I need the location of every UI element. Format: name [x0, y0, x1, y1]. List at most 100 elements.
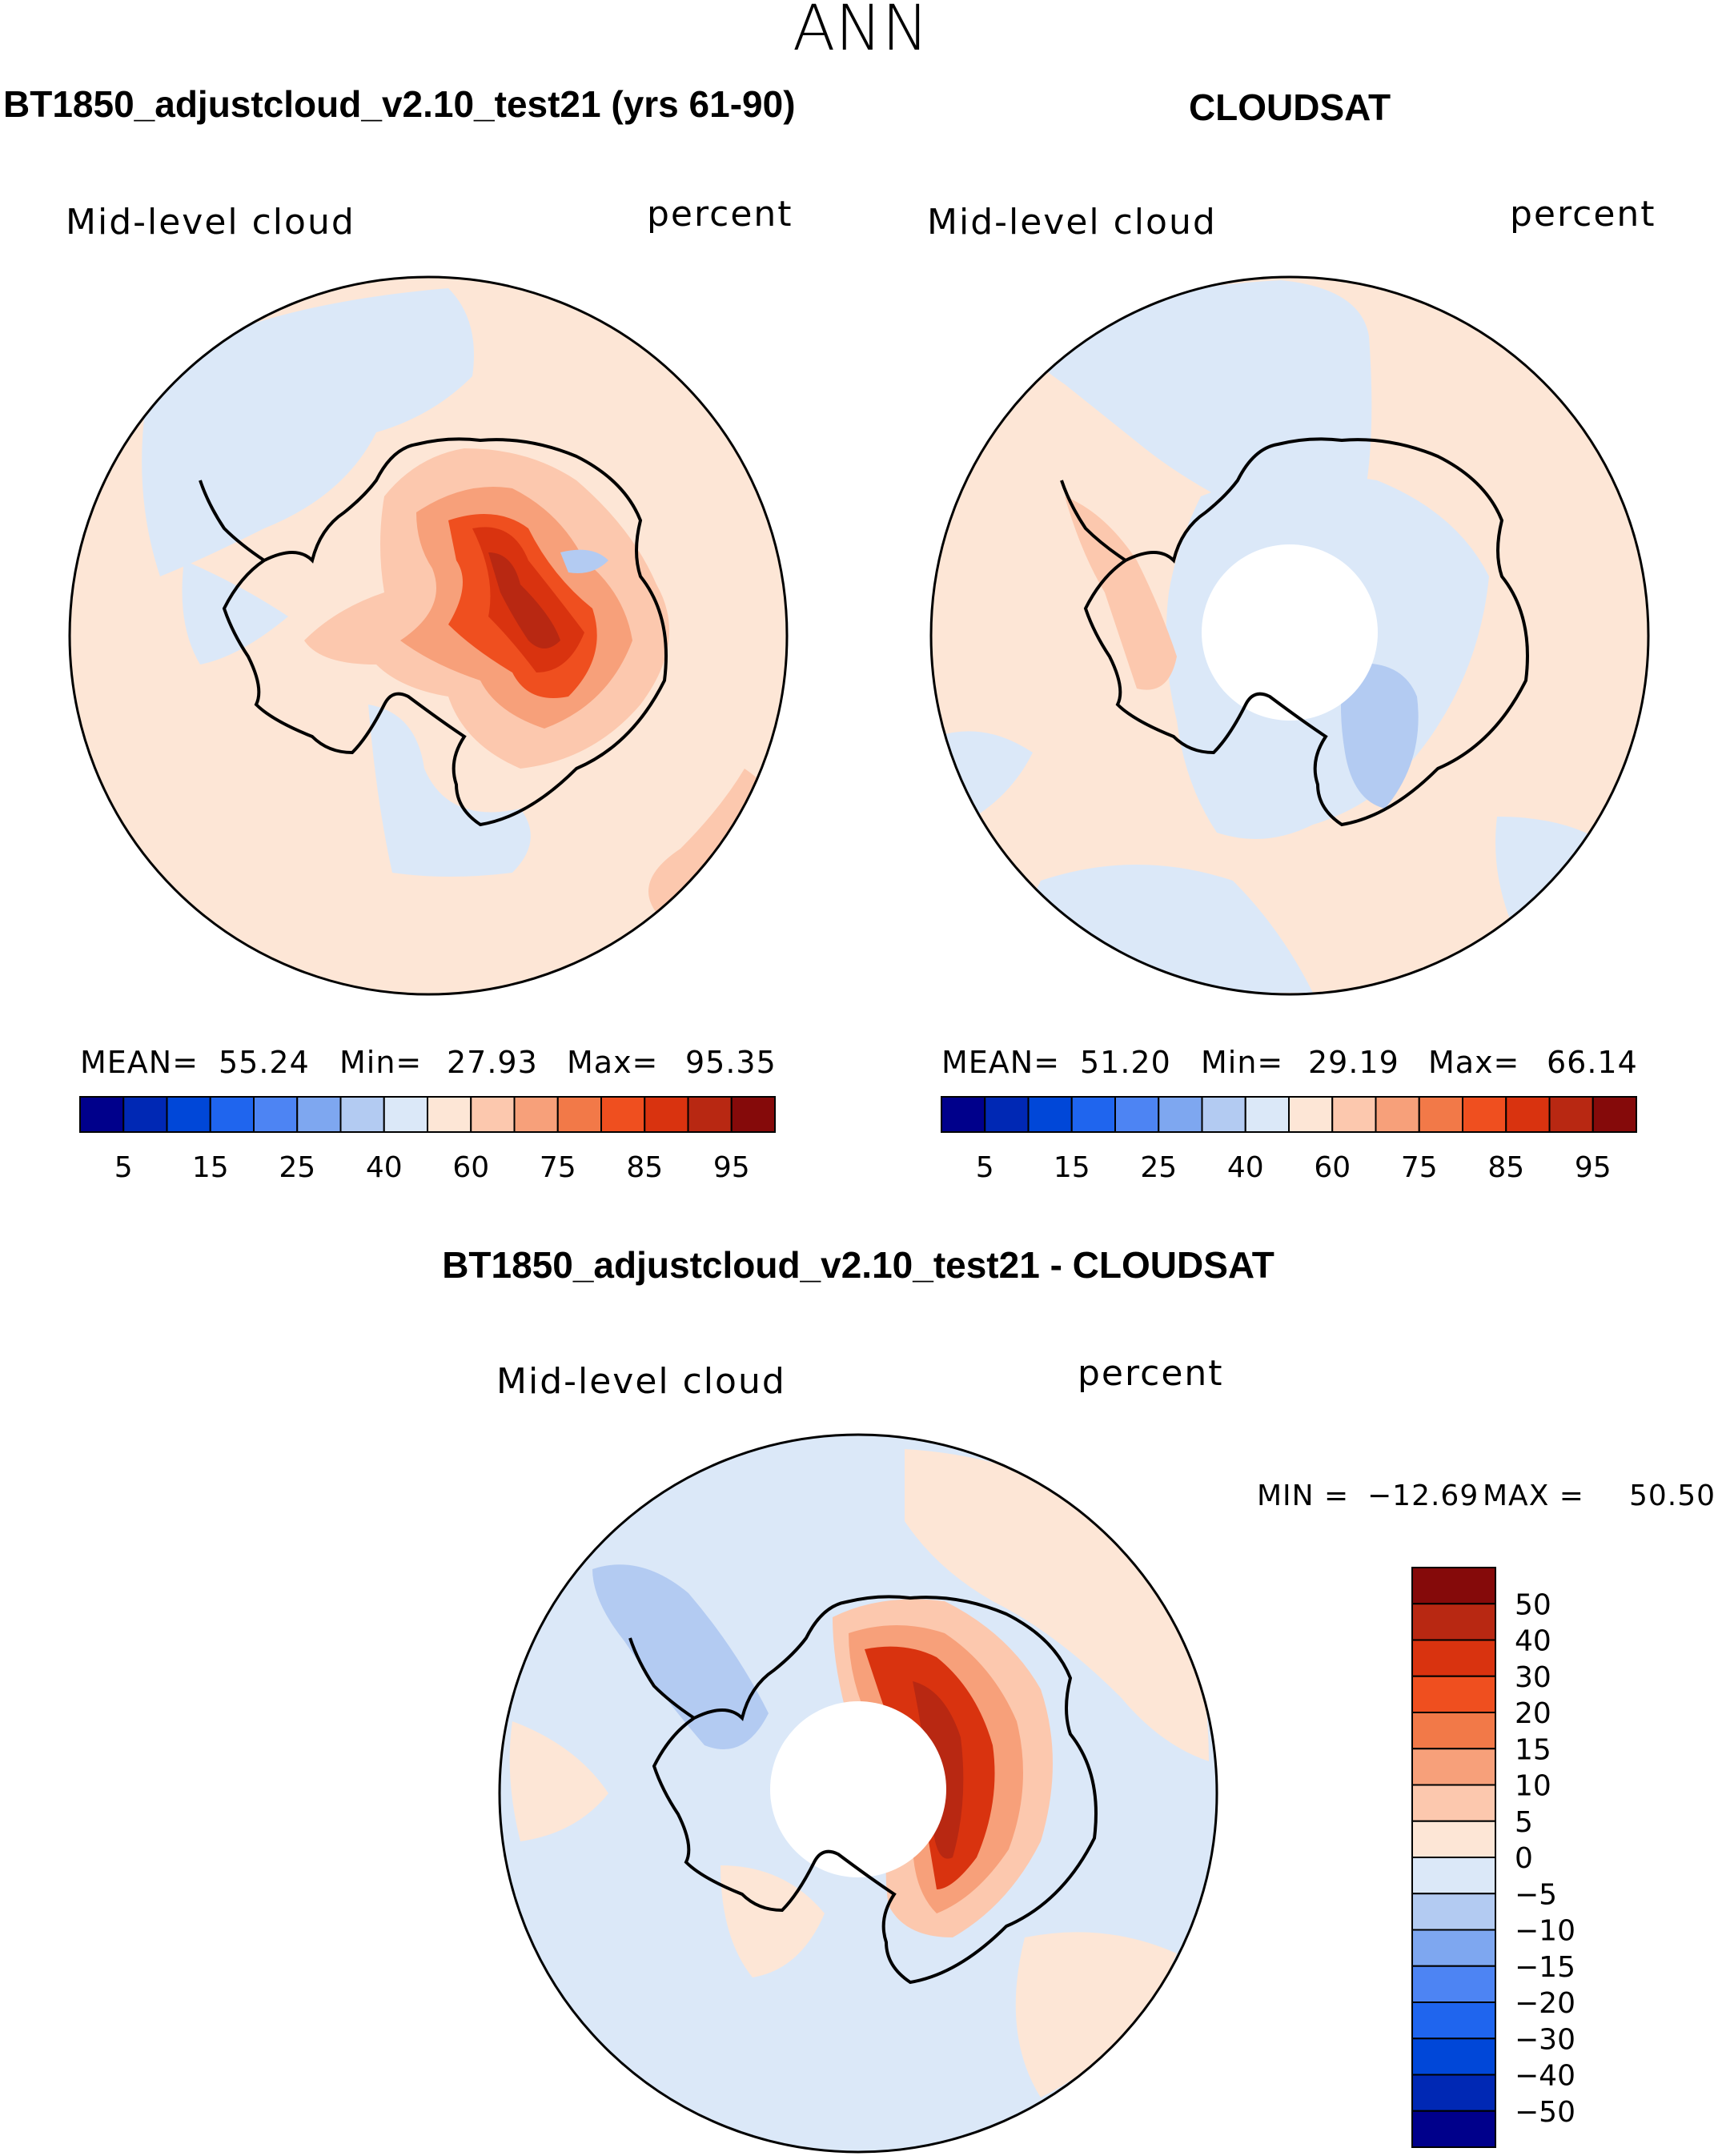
diff-map-outline — [498, 1433, 1218, 2154]
model-field-blue-w — [182, 560, 288, 664]
diff-colorbar-box — [1411, 1929, 1496, 1967]
obs-peninsula — [1060, 480, 1127, 562]
diff-colorbar-tick-label: −15 — [1515, 1951, 1575, 1984]
panel-obs-map — [929, 275, 1650, 996]
panel-model: BT1850_adjustcloud_v2.10_test21 (yrs 61-… — [3, 83, 796, 1184]
diff-colorbar-box — [1411, 1639, 1496, 1677]
obs-min-label: Min= — [1201, 1045, 1283, 1080]
panel-model-units: percent — [647, 194, 793, 235]
diff-colorbar-tick-label: 5 — [1515, 1806, 1533, 1839]
model-field-blue-s — [368, 705, 531, 877]
season-title: ANN — [793, 0, 929, 65]
panel-obs-units: percent — [1510, 194, 1656, 235]
diff-coastline — [652, 1595, 1098, 1985]
diff-field-blue-peninsula — [592, 1564, 769, 1749]
panel-diff-stats: MIN = −12.69 MAX = 50.50 — [1257, 1479, 1716, 1512]
obs-colorbar-tick-label: 95 — [1575, 1151, 1612, 1184]
diff-max-value: 50.50 — [1629, 1479, 1716, 1512]
model-colorbar-box — [730, 1096, 776, 1133]
obs-colorbar-tick-label: 5 — [976, 1151, 994, 1184]
panel-obs: CLOUDSAT Mid-level cloud percent MEAN= 5… — [927, 86, 1656, 1184]
model-max-value: 95.35 — [685, 1045, 777, 1080]
model-colorbar-box — [556, 1096, 602, 1133]
model-colorbar-box — [644, 1096, 689, 1133]
panel-obs-colorbar: 5 15 25 40 60 75 85 95 — [941, 1096, 1637, 1184]
diff-colorbar-box — [1411, 1820, 1496, 1858]
model-map-outline — [68, 275, 789, 996]
model-peninsula — [199, 480, 266, 562]
panel-diff-map — [498, 1433, 1218, 2154]
panel-diff-units: percent — [1078, 1353, 1224, 1394]
model-field-l90 — [488, 552, 560, 648]
obs-colorbar-tick-label: 15 — [1054, 1151, 1090, 1184]
obs-colorbar-box — [1331, 1096, 1377, 1133]
obs-field-pink-peninsula — [1065, 496, 1177, 690]
obs-missing-pole — [1202, 544, 1378, 721]
panel-obs-title: CLOUDSAT — [1189, 86, 1391, 128]
diff-colorbar-box — [1411, 2074, 1496, 2112]
diff-colorbar-box — [1411, 2001, 1496, 2040]
panel-diff-variable: Mid-level cloud — [496, 1361, 786, 1402]
diff-colorbar-tick-label: 0 — [1515, 1842, 1533, 1875]
obs-colorbar-box — [1375, 1096, 1420, 1133]
obs-mean-value: 51.20 — [1080, 1045, 1171, 1080]
diff-field-pink-se — [1015, 1932, 1177, 2098]
obs-colorbar-box — [1070, 1096, 1116, 1133]
obs-coastline — [1083, 437, 1529, 827]
obs-colorbar-box — [1592, 1096, 1637, 1133]
model-colorbar-tick-label: 85 — [626, 1151, 663, 1184]
obs-min-value: 29.19 — [1308, 1045, 1399, 1080]
model-colorbar-tick-label: 15 — [192, 1151, 229, 1184]
model-colorbar-tick-label: 75 — [540, 1151, 576, 1184]
panel-obs-variable: Mid-level cloud — [927, 202, 1217, 243]
diff-colorbar-box — [1411, 2110, 1496, 2148]
model-colorbar-box — [383, 1096, 428, 1133]
model-colorbar-box — [600, 1096, 646, 1133]
diff-colorbar-tick-label: 40 — [1515, 1625, 1551, 1658]
diff-colorbar-tick-label: 30 — [1515, 1661, 1551, 1694]
diff-colorbar-tick-label: 15 — [1515, 1733, 1551, 1766]
model-colorbar-box — [209, 1096, 255, 1133]
model-min-label: Min= — [339, 1045, 422, 1080]
model-min-value: 27.93 — [447, 1045, 538, 1080]
panel-diff-title: BT1850_adjustcloud_v2.10_test21 - CLOUDS… — [442, 1244, 1274, 1286]
model-mean-value: 55.24 — [219, 1045, 310, 1080]
obs-colorbar-tick-label: 25 — [1140, 1151, 1177, 1184]
obs-field-blue-e — [1495, 817, 1601, 945]
model-colorbar-box — [253, 1096, 299, 1133]
model-colorbar-box — [470, 1096, 516, 1133]
diff-field-pink-s — [721, 1865, 825, 1977]
diff-colorbar-box — [1411, 1965, 1496, 2003]
model-field-small-blue — [560, 549, 608, 573]
model-colorbar-box — [427, 1096, 472, 1133]
diff-max-label: MAX = — [1483, 1479, 1584, 1512]
obs-field-blue-deep — [1341, 663, 1419, 809]
panel-model-title: BT1850_adjustcloud_v2.10_test21 (yrs 61-… — [3, 83, 796, 125]
model-colorbar-box — [513, 1096, 559, 1133]
obs-colorbar-box — [941, 1096, 986, 1133]
diff-colorbar-box — [1411, 1567, 1496, 1605]
obs-colorbar-box — [1418, 1096, 1463, 1133]
panel-model-variable: Mid-level cloud — [66, 202, 355, 243]
model-field-blue-nw — [142, 288, 474, 576]
diff-colorbar-box — [1411, 1712, 1496, 1750]
obs-max-value: 66.14 — [1547, 1045, 1638, 1080]
obs-map-outline — [929, 275, 1650, 996]
panel-obs-stats: MEAN= 51.20 Min= 29.19 Max= 66.14 — [941, 1045, 1638, 1080]
model-max-label: Max= — [567, 1045, 658, 1080]
diff-colorbar-box — [1411, 1784, 1496, 1822]
model-colorbar-box — [687, 1096, 733, 1133]
obs-colorbar-box — [1462, 1096, 1507, 1133]
panel-model-map — [68, 275, 789, 996]
diff-colorbar-box — [1411, 1893, 1496, 1931]
diff-colorbar-tick-label: −5 — [1515, 1878, 1557, 1911]
model-colorbar-box — [339, 1096, 385, 1133]
obs-colorbar-box — [1244, 1096, 1290, 1133]
diff-colorbar-tick-label: −30 — [1515, 2023, 1575, 2056]
obs-colorbar-box — [1505, 1096, 1551, 1133]
diff-field-pink-w — [509, 1721, 608, 1841]
model-colorbar-box — [166, 1096, 211, 1133]
diff-peninsula — [628, 1637, 696, 1720]
diff-missing-pole — [770, 1701, 946, 1877]
